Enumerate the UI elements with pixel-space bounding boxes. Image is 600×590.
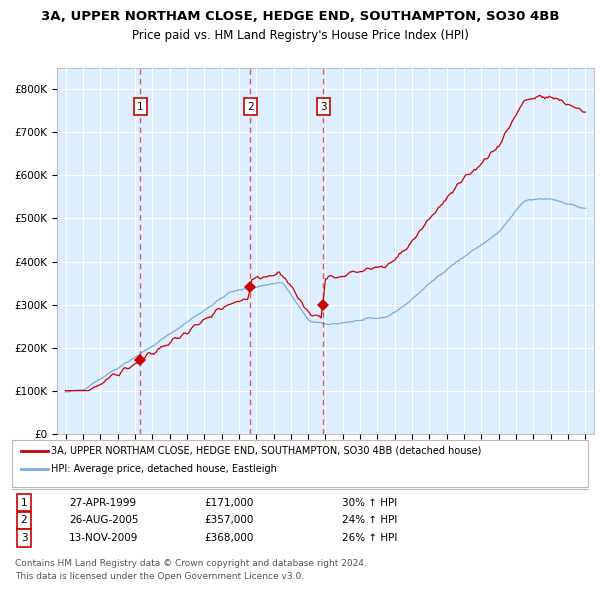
Text: 2: 2 xyxy=(20,516,28,525)
Text: 3A, UPPER NORTHAM CLOSE, HEDGE END, SOUTHAMPTON, SO30 4BB: 3A, UPPER NORTHAM CLOSE, HEDGE END, SOUT… xyxy=(41,10,559,23)
Text: Contains HM Land Registry data © Crown copyright and database right 2024.: Contains HM Land Registry data © Crown c… xyxy=(15,559,367,568)
Text: 30% ↑ HPI: 30% ↑ HPI xyxy=(342,498,397,507)
Text: 1: 1 xyxy=(20,498,28,507)
Text: £368,000: £368,000 xyxy=(204,533,253,543)
Text: 26% ↑ HPI: 26% ↑ HPI xyxy=(342,533,397,543)
Text: This data is licensed under the Open Government Licence v3.0.: This data is licensed under the Open Gov… xyxy=(15,572,304,581)
Text: 13-NOV-2009: 13-NOV-2009 xyxy=(69,533,139,543)
Text: £171,000: £171,000 xyxy=(204,498,253,507)
Text: Price paid vs. HM Land Registry's House Price Index (HPI): Price paid vs. HM Land Registry's House … xyxy=(131,29,469,42)
Text: 1: 1 xyxy=(137,101,144,112)
Text: 2: 2 xyxy=(247,101,253,112)
Text: 3A, UPPER NORTHAM CLOSE, HEDGE END, SOUTHAMPTON, SO30 4BB (detached house): 3A, UPPER NORTHAM CLOSE, HEDGE END, SOUT… xyxy=(51,446,481,455)
Text: HPI: Average price, detached house, Eastleigh: HPI: Average price, detached house, East… xyxy=(51,464,277,474)
Text: 3: 3 xyxy=(20,533,28,543)
Text: 27-APR-1999: 27-APR-1999 xyxy=(69,498,136,507)
Text: 3: 3 xyxy=(320,101,326,112)
Text: 24% ↑ HPI: 24% ↑ HPI xyxy=(342,516,397,525)
Text: 26-AUG-2005: 26-AUG-2005 xyxy=(69,516,139,525)
Text: £357,000: £357,000 xyxy=(204,516,253,525)
